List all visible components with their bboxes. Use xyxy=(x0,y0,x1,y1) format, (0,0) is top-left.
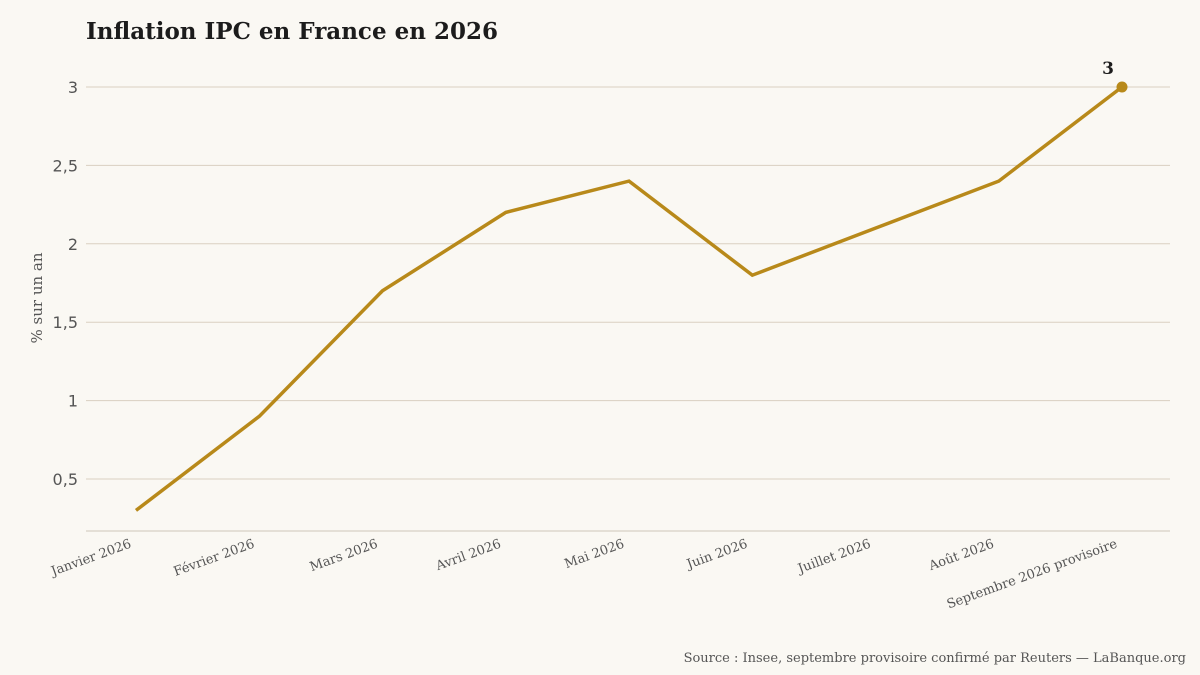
source-note: Source : Insee, septembre provisoire con… xyxy=(683,651,1186,666)
chart-title: Inflation IPC en France en 2026 xyxy=(86,18,498,45)
y-tick-label: 1 xyxy=(68,392,78,411)
x-tick-label: Avril 2026 xyxy=(433,537,503,575)
x-tick-label: Juin 2026 xyxy=(683,537,750,573)
data-label: 3 xyxy=(1102,59,1114,79)
series-line xyxy=(134,85,1124,512)
y-tick-label: 2,5 xyxy=(53,156,78,175)
x-tick-label: Mai 2026 xyxy=(563,537,627,572)
end-point-marker xyxy=(1116,81,1128,93)
y-tick-label: 2 xyxy=(68,235,78,254)
x-tick-label: Août 2026 xyxy=(926,537,996,575)
x-tick-label: Janvier 2026 xyxy=(47,537,133,580)
y-tick-label: 0,5 xyxy=(53,470,78,489)
y-tick-label: 3 xyxy=(68,78,78,97)
x-tick-label: Mars 2026 xyxy=(308,537,380,575)
x-tick-label: Juillet 2026 xyxy=(794,537,873,578)
y-tick-label: 1,5 xyxy=(53,313,78,332)
x-tick-label: Février 2026 xyxy=(172,537,257,580)
y-axis-label: % sur un an xyxy=(28,252,46,343)
